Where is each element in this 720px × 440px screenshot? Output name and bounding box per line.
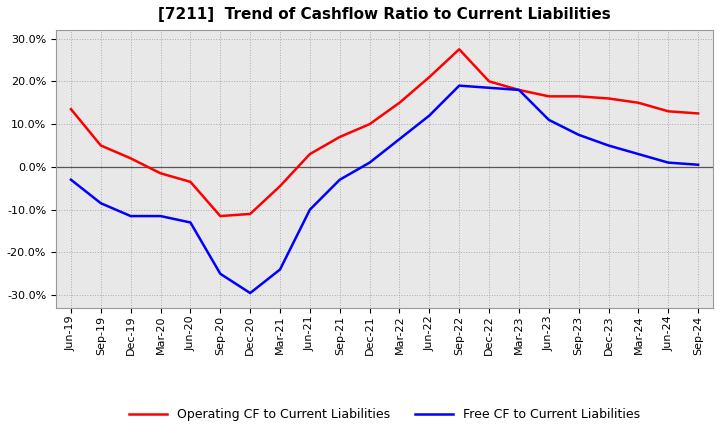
Free CF to Current Liabilities [305, 207, 314, 212]
Legend: Operating CF to Current Liabilities, Free CF to Current Liabilities: Operating CF to Current Liabilities, Fre… [125, 403, 644, 426]
Operating CF to Current Liabilities [544, 94, 553, 99]
Operating CF to Current Liabilities [664, 109, 672, 114]
Operating CF to Current Liabilities [455, 47, 464, 52]
Free CF to Current Liabilities [156, 213, 165, 219]
Free CF to Current Liabilities [67, 177, 76, 182]
Operating CF to Current Liabilities [485, 79, 493, 84]
Line: Free CF to Current Liabilities: Free CF to Current Liabilities [71, 86, 698, 293]
Free CF to Current Liabilities [395, 136, 404, 142]
Free CF to Current Liabilities [544, 117, 553, 122]
Operating CF to Current Liabilities [515, 87, 523, 92]
Free CF to Current Liabilities [365, 160, 374, 165]
Free CF to Current Liabilities [336, 177, 344, 182]
Free CF to Current Liabilities [664, 160, 672, 165]
Operating CF to Current Liabilities [67, 106, 76, 112]
Free CF to Current Liabilities [425, 113, 433, 118]
Free CF to Current Liabilities [575, 132, 583, 137]
Operating CF to Current Liabilities [305, 151, 314, 157]
Operating CF to Current Liabilities [127, 156, 135, 161]
Line: Operating CF to Current Liabilities: Operating CF to Current Liabilities [71, 49, 698, 216]
Operating CF to Current Liabilities [425, 74, 433, 80]
Free CF to Current Liabilities [455, 83, 464, 88]
Free CF to Current Liabilities [485, 85, 493, 91]
Free CF to Current Liabilities [246, 290, 254, 296]
Operating CF to Current Liabilities [634, 100, 643, 106]
Free CF to Current Liabilities [515, 87, 523, 92]
Operating CF to Current Liabilities [395, 100, 404, 106]
Operating CF to Current Liabilities [96, 143, 105, 148]
Operating CF to Current Liabilities [336, 134, 344, 139]
Free CF to Current Liabilities [634, 151, 643, 157]
Operating CF to Current Liabilities [186, 179, 194, 184]
Free CF to Current Liabilities [127, 213, 135, 219]
Free CF to Current Liabilities [694, 162, 703, 167]
Title: [7211]  Trend of Cashflow Ratio to Current Liabilities: [7211] Trend of Cashflow Ratio to Curren… [158, 7, 611, 22]
Operating CF to Current Liabilities [216, 213, 225, 219]
Operating CF to Current Liabilities [604, 96, 613, 101]
Operating CF to Current Liabilities [156, 171, 165, 176]
Operating CF to Current Liabilities [246, 211, 254, 216]
Free CF to Current Liabilities [216, 271, 225, 276]
Free CF to Current Liabilities [604, 143, 613, 148]
Operating CF to Current Liabilities [276, 183, 284, 189]
Operating CF to Current Liabilities [575, 94, 583, 99]
Free CF to Current Liabilities [96, 201, 105, 206]
Operating CF to Current Liabilities [694, 111, 703, 116]
Free CF to Current Liabilities [186, 220, 194, 225]
Free CF to Current Liabilities [276, 267, 284, 272]
Operating CF to Current Liabilities [365, 121, 374, 127]
